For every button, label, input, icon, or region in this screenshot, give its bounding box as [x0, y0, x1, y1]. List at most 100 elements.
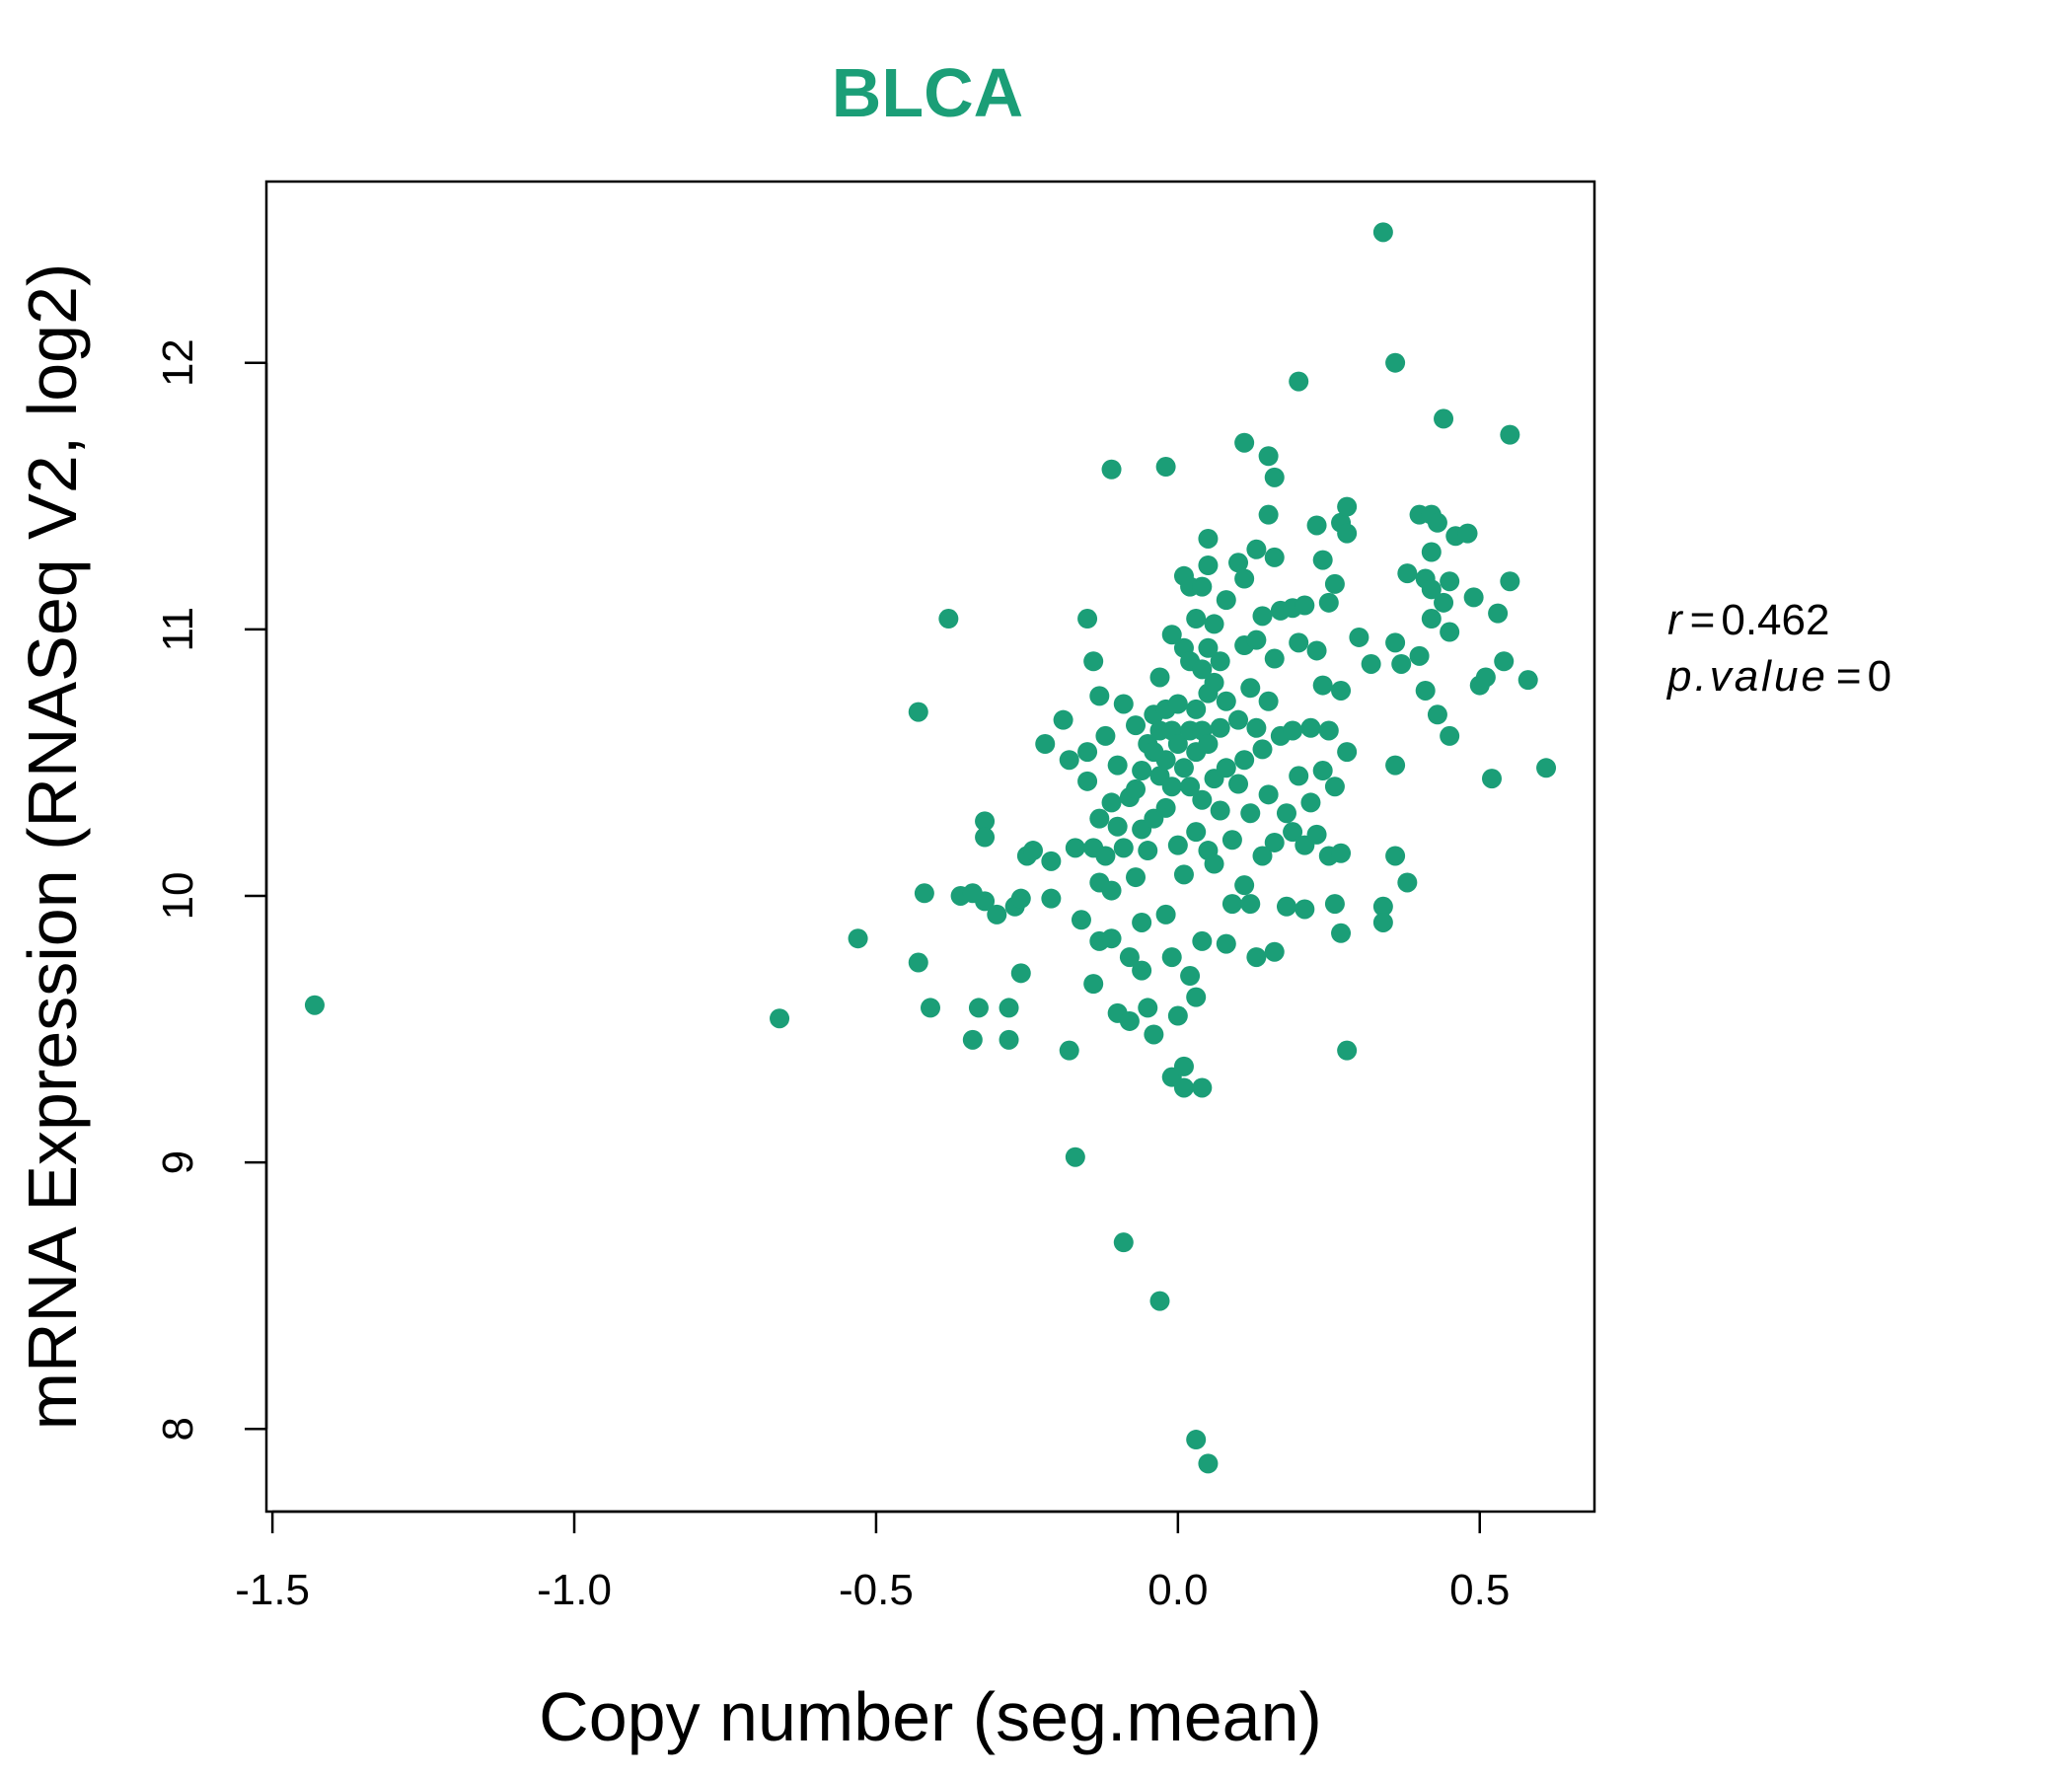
- data-point: [1276, 896, 1296, 917]
- data-point: [1167, 1005, 1188, 1026]
- data-point: [1264, 941, 1285, 962]
- data-point: [1517, 670, 1538, 691]
- y-axis-title: mRNA Expression (RNASeq V2, log2): [14, 263, 91, 1431]
- data-point: [1204, 853, 1224, 874]
- data-point: [1101, 459, 1122, 480]
- data-point: [1421, 579, 1442, 600]
- x-tick-label: 0.0: [1147, 1566, 1208, 1614]
- data-point: [1126, 867, 1147, 888]
- data-point: [1372, 912, 1393, 932]
- data-point: [1216, 691, 1236, 711]
- data-point: [1324, 894, 1345, 915]
- data-point: [1258, 784, 1279, 805]
- data-point: [1204, 672, 1224, 693]
- y-tick-label: 12: [154, 338, 202, 387]
- data-point: [1198, 528, 1219, 549]
- data-point: [1252, 606, 1273, 627]
- data-point: [1385, 632, 1406, 653]
- data-point: [1331, 923, 1352, 943]
- data-point: [1113, 1232, 1134, 1253]
- data-point: [1065, 838, 1085, 858]
- data-point: [1240, 803, 1261, 824]
- data-point: [1246, 717, 1267, 738]
- data-point: [1107, 755, 1128, 776]
- data-point: [1083, 651, 1104, 672]
- data-point: [1391, 653, 1412, 674]
- data-point: [1234, 568, 1255, 589]
- data-point: [1041, 851, 1062, 871]
- data-point: [1228, 774, 1249, 794]
- data-point: [1457, 523, 1478, 544]
- data-point: [1337, 742, 1358, 763]
- x-tick-label: 0.5: [1449, 1566, 1510, 1614]
- data-point: [1192, 576, 1213, 597]
- data-point: [1488, 603, 1509, 624]
- data-point: [1300, 717, 1321, 738]
- data-point: [1101, 792, 1122, 813]
- data-point: [1264, 832, 1285, 852]
- data-point: [1155, 457, 1176, 478]
- data-point: [1385, 755, 1406, 776]
- data-point: [1161, 625, 1182, 645]
- data-point: [1041, 888, 1062, 909]
- data-point: [1210, 717, 1230, 738]
- data-point: [1409, 645, 1430, 666]
- data-point: [1119, 1010, 1140, 1031]
- data-point: [1198, 637, 1219, 658]
- data-point: [1198, 733, 1219, 754]
- x-axis-title: Copy number (seg.mean): [539, 1678, 1322, 1755]
- x-tick-label: -1.0: [537, 1566, 612, 1614]
- data-point: [1264, 467, 1285, 487]
- data-point: [1481, 769, 1502, 789]
- x-tick-label: -1.5: [235, 1566, 310, 1614]
- data-point: [1289, 371, 1309, 392]
- data-point: [1289, 766, 1309, 786]
- data-point: [1180, 777, 1201, 797]
- data-point: [1149, 1291, 1170, 1311]
- data-point: [1132, 960, 1152, 981]
- data-point: [1077, 742, 1098, 763]
- data-point: [1421, 609, 1442, 629]
- data-point: [921, 998, 940, 1018]
- data-point: [1101, 928, 1122, 949]
- y-tick-label: 9: [154, 1150, 202, 1174]
- data-point: [1264, 648, 1285, 669]
- x-tick-label: -0.5: [839, 1566, 914, 1614]
- data-point: [1010, 963, 1031, 984]
- data-point: [1095, 725, 1116, 746]
- data-point: [1331, 680, 1352, 701]
- data-point: [1077, 609, 1098, 629]
- r-statistic: r = 0.462: [1667, 596, 1829, 644]
- data-point: [962, 1029, 983, 1050]
- data-point: [1186, 609, 1207, 629]
- data-point: [1221, 894, 1242, 915]
- data-point: [1126, 715, 1147, 736]
- data-point: [1246, 629, 1267, 650]
- data-point: [1113, 838, 1134, 858]
- data-point: [1258, 691, 1279, 711]
- data-point: [1240, 894, 1261, 915]
- data-point: [1180, 966, 1201, 987]
- data-point: [1210, 800, 1230, 821]
- y-tick-label: 11: [154, 607, 202, 652]
- data-point: [1427, 512, 1447, 533]
- data-point: [1071, 910, 1091, 930]
- data-point: [848, 928, 868, 949]
- data-point: [1283, 822, 1303, 843]
- data-point: [1258, 446, 1279, 467]
- data-point: [1440, 571, 1460, 592]
- data-point: [1192, 1077, 1213, 1098]
- data-point: [1295, 595, 1315, 616]
- data-point: [1210, 651, 1230, 672]
- data-point: [1144, 1024, 1164, 1045]
- data-point: [1494, 651, 1515, 672]
- data-point: [1500, 571, 1520, 592]
- data-point: [1246, 947, 1267, 968]
- data-point: [1228, 709, 1249, 730]
- data-point: [1023, 841, 1044, 861]
- data-point: [1173, 1056, 1194, 1076]
- data-point: [1246, 539, 1267, 559]
- data-point: [1059, 750, 1079, 771]
- data-point: [1161, 777, 1182, 797]
- data-point: [1192, 930, 1213, 951]
